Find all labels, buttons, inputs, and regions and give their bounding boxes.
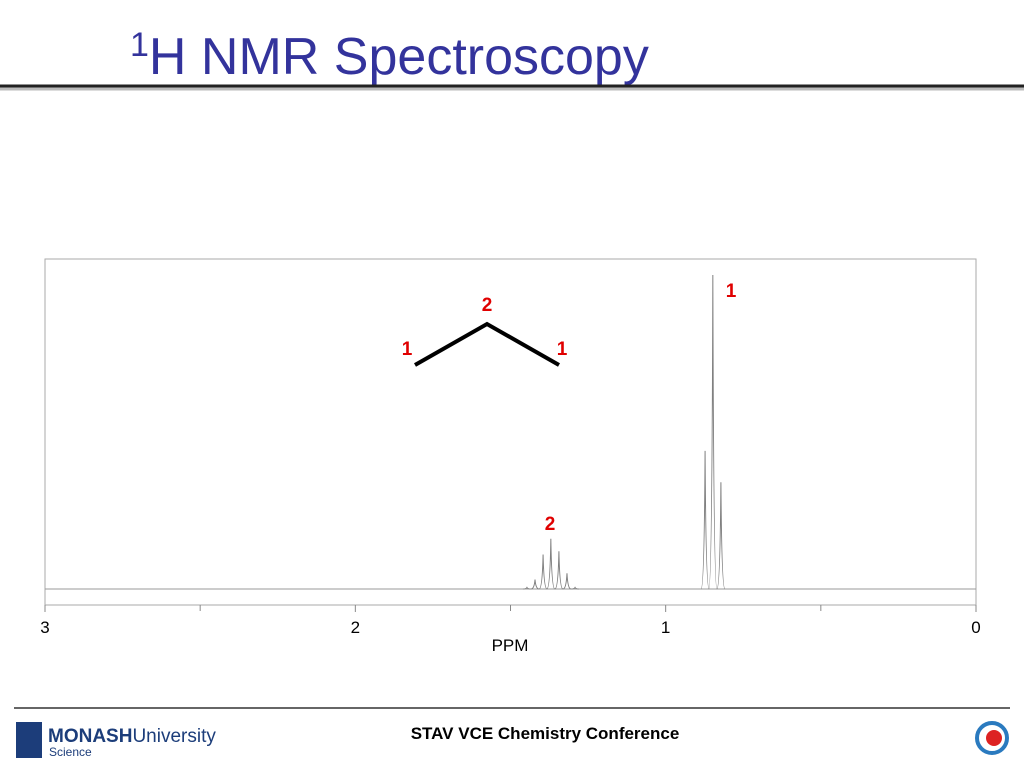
x-tick-label: 3 xyxy=(40,618,49,637)
structure-label: 1 xyxy=(557,339,568,360)
peak-label: 2 xyxy=(545,514,556,535)
corner-logo-dot xyxy=(986,730,1002,746)
peak-label: 1 xyxy=(726,281,737,302)
x-tick-label: 2 xyxy=(351,618,360,637)
x-tick-label: 0 xyxy=(971,618,980,637)
title: 1H NMR Spectroscopy xyxy=(130,26,649,86)
bond-line xyxy=(414,321,560,367)
peak xyxy=(571,586,580,590)
logo-word: University xyxy=(132,726,216,747)
peak xyxy=(538,554,548,590)
title-superscript: 1 xyxy=(130,26,149,64)
logo-text: MONASHUniversity xyxy=(48,726,216,747)
peak xyxy=(562,573,572,590)
peak xyxy=(546,538,556,590)
title-text: H NMR Spectroscopy xyxy=(149,28,649,86)
structure: 2 1 1 xyxy=(402,295,568,367)
peak xyxy=(716,482,726,590)
corner-logo xyxy=(975,721,1009,755)
structure-label: 1 xyxy=(402,339,413,360)
logo-name: MONASH xyxy=(48,726,132,747)
faculty: Science xyxy=(49,745,92,759)
peak xyxy=(708,274,718,590)
peak xyxy=(522,586,531,590)
plot-frame xyxy=(44,258,977,606)
x-axis-label: PPM xyxy=(492,636,529,655)
peak xyxy=(700,450,710,590)
x-tick-label: 1 xyxy=(661,618,670,637)
monash-crest xyxy=(16,722,42,758)
peak xyxy=(530,579,540,590)
conference: STAV VCE Chemistry Conference xyxy=(411,724,680,743)
structure-label: 2 xyxy=(482,295,493,316)
peak xyxy=(554,551,564,590)
